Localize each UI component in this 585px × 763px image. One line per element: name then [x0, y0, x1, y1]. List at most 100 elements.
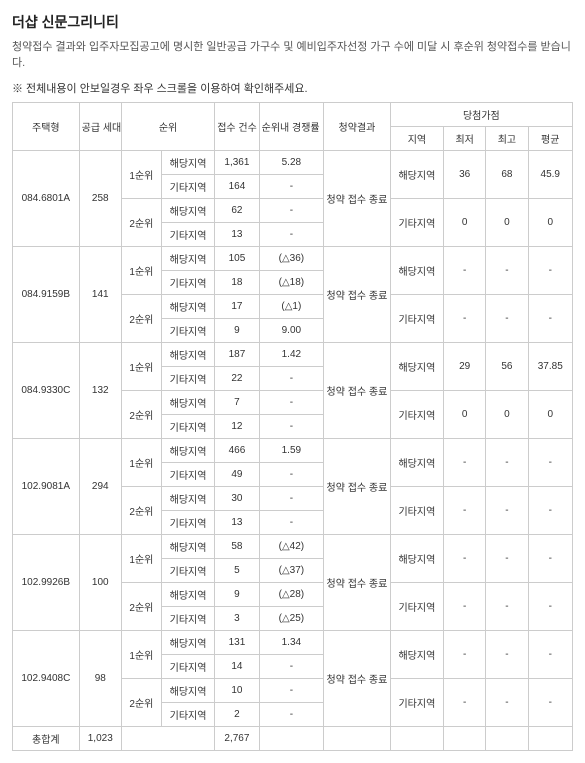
cell-supply: 132: [79, 343, 121, 439]
cell-win-min: -: [444, 295, 486, 343]
cell-area: 기타지역: [161, 607, 214, 631]
table-row: 084.9159B1411순위해당지역105(△36)청약 접수 종료해당지역-…: [13, 247, 573, 271]
cell-recv: 164: [215, 175, 259, 199]
cell-total-recv: 2,767: [215, 727, 259, 751]
cell-win-region: 해당지역: [390, 247, 443, 295]
cell-result: 청약 접수 종료: [324, 535, 391, 631]
cell-comp: (△36): [259, 247, 323, 271]
cell-win-region: 해당지역: [390, 343, 443, 391]
cell-comp: 1.42: [259, 343, 323, 367]
cell-rank: 1순위: [121, 535, 161, 583]
cell-win-min: 36: [444, 151, 486, 199]
cell-comp: -: [259, 487, 323, 511]
col-win-group: 당첨가점: [390, 103, 572, 127]
cell-recv: 5: [215, 559, 259, 583]
cell-empty: [324, 727, 391, 751]
cell-recv: 7: [215, 391, 259, 415]
cell-recv: 18: [215, 271, 259, 295]
col-min: 최저: [444, 127, 486, 151]
cell-rank: 2순위: [121, 199, 161, 247]
cell-comp: 9.00: [259, 319, 323, 343]
cell-area: 해당지역: [161, 535, 214, 559]
cell-rank: 2순위: [121, 583, 161, 631]
cell-result: 청약 접수 종료: [324, 151, 391, 247]
cell-win-max: -: [486, 583, 528, 631]
description-text: 청약접수 결과와 입주자모집공고에 명시한 일반공급 가구수 및 예비입주자선정…: [12, 38, 573, 70]
cell-area: 기타지역: [161, 703, 214, 727]
cell-area: 해당지역: [161, 679, 214, 703]
cell-comp: 1.34: [259, 631, 323, 655]
cell-win-max: -: [486, 247, 528, 295]
cell-comp: (△42): [259, 535, 323, 559]
cell-win-min: -: [444, 247, 486, 295]
col-type: 주택형: [13, 103, 80, 151]
cell-win-avg: -: [528, 583, 573, 631]
cell-empty: [444, 727, 486, 751]
cell-win-max: -: [486, 295, 528, 343]
cell-win-min: -: [444, 535, 486, 583]
cell-recv: 10: [215, 679, 259, 703]
cell-supply: 98: [79, 631, 121, 727]
cell-recv: 187: [215, 343, 259, 367]
cell-area: 기타지역: [161, 511, 214, 535]
cell-win-max: -: [486, 679, 528, 727]
cell-recv: 1,361: [215, 151, 259, 175]
cell-empty: [259, 727, 323, 751]
cell-area: 기타지역: [161, 319, 214, 343]
cell-recv: 17: [215, 295, 259, 319]
table-body: 084.6801A2581순위해당지역1,3615.28청약 접수 종료해당지역…: [13, 151, 573, 751]
cell-recv: 131: [215, 631, 259, 655]
cell-comp: -: [259, 199, 323, 223]
cell-win-min: 29: [444, 343, 486, 391]
cell-comp: -: [259, 367, 323, 391]
cell-win-avg: -: [528, 535, 573, 583]
cell-comp: -: [259, 391, 323, 415]
cell-recv: 62: [215, 199, 259, 223]
cell-area: 기타지역: [161, 271, 214, 295]
scroll-note: ※ 전체내용이 안보일경우 좌우 스크롤을 이용하여 확인해주세요.: [12, 80, 573, 96]
col-rank: 순위: [121, 103, 214, 151]
cell-type: 102.9081A: [13, 439, 80, 535]
cell-type: 102.9408C: [13, 631, 80, 727]
col-recv: 접수 건수: [215, 103, 259, 151]
cell-comp: 1.59: [259, 439, 323, 463]
cell-area: 기타지역: [161, 367, 214, 391]
cell-comp: -: [259, 463, 323, 487]
cell-area: 해당지역: [161, 343, 214, 367]
cell-comp: -: [259, 175, 323, 199]
cell-win-avg: -: [528, 295, 573, 343]
cell-supply: 294: [79, 439, 121, 535]
cell-area: 해당지역: [161, 487, 214, 511]
cell-recv: 9: [215, 583, 259, 607]
subscription-table: 주택형 공급 세대수 순위 접수 건수 순위내 경쟁률 (미달 세대수) 청약결…: [12, 102, 573, 751]
cell-comp: -: [259, 703, 323, 727]
cell-win-region: 기타지역: [390, 391, 443, 439]
cell-area: 해당지역: [161, 151, 214, 175]
cell-win-max: 68: [486, 151, 528, 199]
cell-recv: 3: [215, 607, 259, 631]
cell-win-min: -: [444, 439, 486, 487]
cell-win-avg: -: [528, 247, 573, 295]
cell-win-avg: 0: [528, 391, 573, 439]
cell-total-label: 총합계: [13, 727, 80, 751]
cell-win-region: 기타지역: [390, 295, 443, 343]
cell-rank: 2순위: [121, 679, 161, 727]
cell-recv: 58: [215, 535, 259, 559]
cell-win-avg: 0: [528, 199, 573, 247]
cell-rank: 1순위: [121, 247, 161, 295]
col-comp: 순위내 경쟁률 (미달 세대수): [259, 103, 323, 151]
cell-area: 해당지역: [161, 583, 214, 607]
cell-win-region: 해당지역: [390, 631, 443, 679]
cell-win-max: 0: [486, 199, 528, 247]
cell-area: 해당지역: [161, 631, 214, 655]
cell-supply: 258: [79, 151, 121, 247]
cell-area: 해당지역: [161, 247, 214, 271]
cell-result: 청약 접수 종료: [324, 439, 391, 535]
cell-win-min: -: [444, 631, 486, 679]
cell-comp: 5.28: [259, 151, 323, 175]
cell-supply: 100: [79, 535, 121, 631]
cell-result: 청약 접수 종료: [324, 631, 391, 727]
col-region: 지역: [390, 127, 443, 151]
cell-recv: 2: [215, 703, 259, 727]
cell-rank: 2순위: [121, 295, 161, 343]
